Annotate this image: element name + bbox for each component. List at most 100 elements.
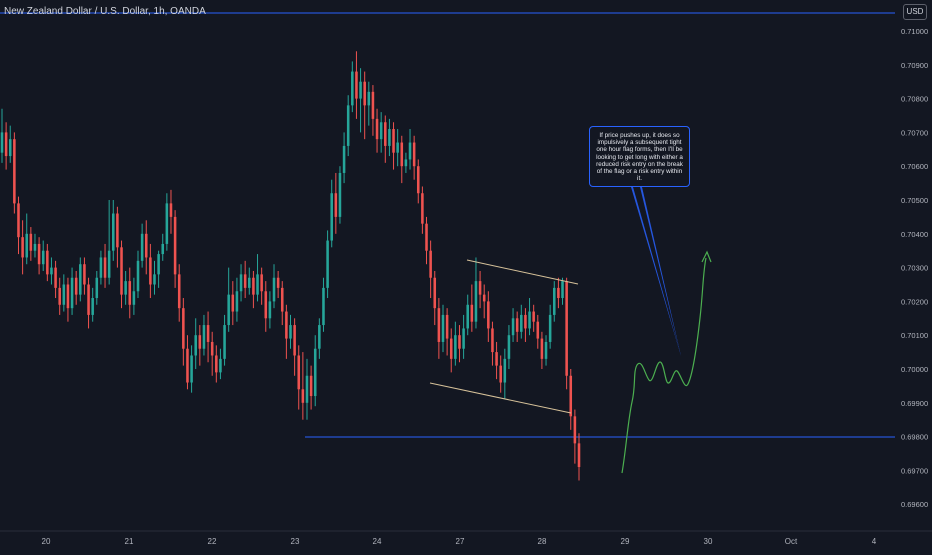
candle: [363, 71, 366, 140]
candle: [272, 264, 276, 309]
candle: [565, 277, 568, 390]
candle: [256, 254, 259, 302]
candle-body: [144, 233, 148, 258]
candle-body: [499, 365, 502, 383]
candle-body: [79, 264, 82, 295]
candle-body: [408, 142, 412, 160]
price-tick-label: 0.70600: [901, 162, 928, 171]
candle-body: [29, 233, 33, 251]
candle-body: [557, 287, 560, 299]
candle-body: [190, 355, 193, 383]
candle: [338, 166, 342, 224]
flag-upper-line: [466, 259, 579, 285]
candle: [437, 298, 441, 359]
candle: [561, 277, 564, 305]
candle-body: [470, 304, 474, 322]
candle: [441, 304, 445, 353]
candle-body: [206, 325, 210, 342]
candle-body: [565, 281, 568, 376]
candle: [210, 331, 214, 376]
candle: [429, 240, 432, 299]
candle: [326, 230, 329, 299]
candle: [4, 122, 8, 170]
candle: [120, 240, 123, 309]
candle-body: [103, 257, 107, 278]
price-axis-bg: [896, 0, 932, 530]
candle-body: [458, 335, 461, 349]
candle-body: [58, 287, 61, 305]
candle-body: [223, 325, 226, 359]
time-tick-label: 27: [456, 537, 465, 546]
candle: [144, 220, 148, 275]
price-tick-label: 0.70500: [901, 196, 928, 205]
candle: [351, 61, 354, 113]
candle: [112, 200, 115, 261]
candle: [161, 233, 165, 261]
candle: [478, 270, 482, 309]
currency-selector[interactable]: USD: [903, 4, 927, 20]
price-tick-label: 0.69600: [901, 500, 928, 509]
candle: [301, 352, 305, 420]
candle: [305, 358, 309, 420]
candle-body: [313, 348, 317, 397]
candle: [136, 250, 140, 299]
candle-body: [511, 318, 515, 336]
candle: [425, 216, 428, 265]
flag-lower-line: [429, 382, 572, 414]
candle-body: [161, 243, 165, 255]
candle: [13, 132, 16, 214]
candle-body: [359, 81, 362, 99]
candle-body: [194, 335, 197, 356]
candle-body: [474, 281, 478, 322]
candle-body: [540, 338, 544, 359]
candle: [243, 260, 247, 299]
candle: [33, 233, 37, 258]
candle: [252, 270, 255, 309]
candle: [433, 270, 437, 326]
candle: [215, 345, 218, 383]
candle-body: [400, 142, 404, 167]
annotation-note[interactable]: If price pushes up, it does so impulsive…: [589, 126, 690, 187]
candle-body: [182, 308, 185, 349]
candle-body: [346, 105, 350, 146]
candle-body: [8, 139, 12, 157]
candle: [62, 274, 66, 312]
candle: [416, 159, 420, 204]
candle: [83, 257, 86, 295]
candle: [223, 314, 226, 366]
candle-body: [268, 301, 272, 319]
candle: [173, 210, 177, 288]
candle-body: [309, 375, 313, 397]
time-tick-label: 23: [291, 537, 300, 546]
candle: [66, 277, 70, 322]
candle: [503, 348, 507, 400]
candle-body: [445, 314, 449, 339]
candle: [231, 281, 235, 326]
candle: [375, 108, 379, 153]
price-tick-label: 0.69700: [901, 466, 928, 475]
candle-body: [252, 277, 255, 295]
candle-body: [227, 294, 230, 326]
price-tick-label: 0.70100: [901, 331, 928, 340]
price-tick-label: 0.70800: [901, 95, 928, 104]
note-pointer-inner: [633, 187, 681, 356]
candle-body: [219, 358, 222, 373]
symbol-title: New Zealand Dollar / U.S. Dollar, 1h, OA…: [4, 6, 206, 17]
candle: [268, 291, 272, 329]
candle: [124, 270, 127, 305]
candle: [17, 196, 20, 255]
candle: [202, 314, 206, 356]
candle-body: [322, 287, 325, 326]
candle: [515, 311, 519, 342]
candle-body: [466, 304, 469, 329]
candle-body: [293, 325, 296, 356]
candle: [235, 277, 239, 322]
candle-body: [297, 355, 301, 390]
candle-body: [140, 233, 144, 261]
candle: [206, 311, 210, 363]
candle-body: [62, 284, 66, 305]
candle: [520, 304, 523, 339]
candle: [495, 341, 498, 380]
